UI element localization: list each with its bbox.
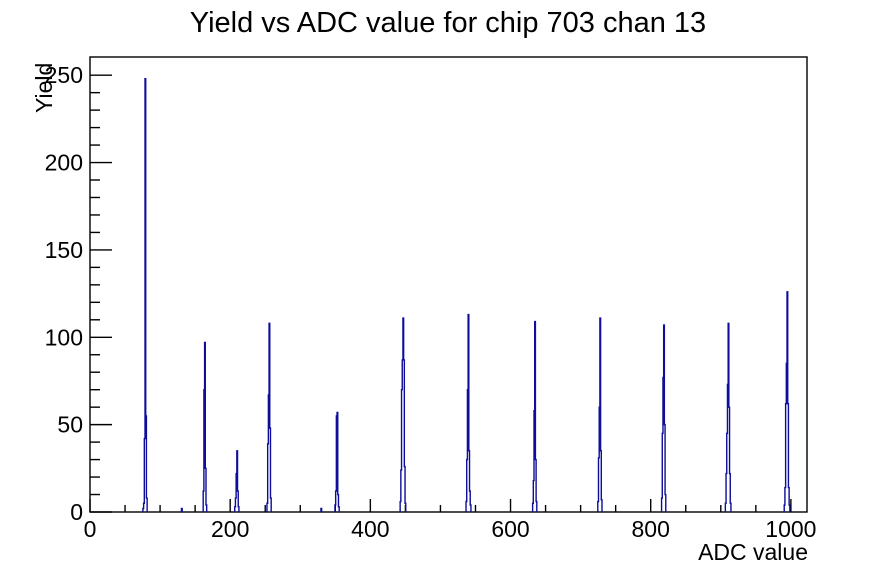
y-axis-title: Yield (31, 62, 57, 113)
chart-title: Yield vs ADC value for chip 703 chan 13 (189, 7, 707, 39)
x-tick-label: 800 (632, 516, 670, 542)
y-tick-label: 0 (70, 499, 83, 525)
y-tick-label: 50 (57, 412, 83, 438)
x-axis-title: ADC value (698, 539, 808, 565)
y-tick-label: 200 (45, 150, 83, 176)
y-tick-label: 150 (45, 237, 83, 263)
x-tick-label: 600 (491, 516, 529, 542)
plot-frame (89, 56, 808, 513)
histogram-line (142, 77, 791, 512)
y-tick-label: 250 (45, 62, 83, 88)
y-tick-label: 100 (45, 324, 83, 350)
x-tick-label: 400 (351, 516, 389, 542)
x-tick-label: 0 (84, 516, 97, 542)
x-tick-label: 200 (211, 516, 249, 542)
x-tick-label: 1000 (765, 516, 816, 542)
